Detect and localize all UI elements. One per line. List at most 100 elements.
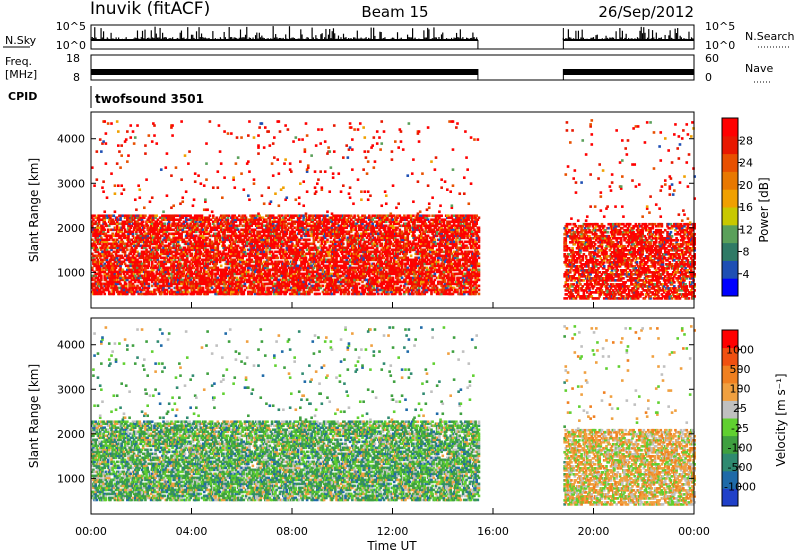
range-gate-cell [174, 218, 178, 222]
range-gate-cell [180, 278, 183, 282]
range-gate-cell [105, 264, 109, 268]
range-gate-cell [147, 226, 151, 230]
range-gate-cell [163, 228, 166, 232]
range-gate-cell [222, 224, 225, 228]
range-gate-cell [98, 252, 102, 256]
range-gate-cell [188, 218, 191, 222]
range-gate-cell [129, 262, 133, 266]
range-gate-cell [191, 286, 195, 290]
range-gate-cell [98, 214, 102, 218]
range-gate-cell [148, 252, 152, 256]
range-gate-cell [189, 268, 192, 272]
range-gate-cell [167, 274, 171, 278]
range-gate-cell [171, 290, 174, 294]
range-gate-cell [185, 214, 189, 218]
range-gate-cell [172, 268, 176, 272]
range-gate-cell [135, 246, 138, 250]
range-gate-cell [95, 272, 99, 276]
range-gate-cell [173, 250, 177, 254]
range-gate-cell [165, 288, 169, 292]
range-gate-cell [170, 262, 173, 266]
range-gate-cell [275, 216, 278, 220]
range-gate-cell [92, 218, 95, 222]
range-gate-cell [169, 248, 172, 252]
range-gate-cell [95, 246, 99, 250]
range-gate-cell [95, 238, 99, 242]
range-gate-cell [122, 286, 126, 290]
range-gate-cell [127, 254, 130, 258]
range-gate-cell [196, 218, 199, 222]
range-gate-cell [243, 248, 247, 252]
range-gate-cell [175, 268, 179, 272]
range-gate-cell [129, 252, 133, 256]
range-gate-cell [182, 238, 186, 242]
range-gate-cell [103, 220, 107, 224]
range-gate-cell [205, 242, 208, 246]
range-gate-cell [91, 274, 94, 278]
range-gate-cell [164, 226, 168, 230]
range-gate-cell [118, 292, 121, 296]
range-gate-cell [126, 272, 129, 276]
range-gate-cell [175, 250, 179, 254]
range-gate-cell [143, 262, 146, 266]
range-gate-cell [163, 292, 166, 296]
range-gate-cell [176, 228, 180, 232]
range-gate-cell [190, 262, 194, 266]
range-gate-cell [103, 248, 107, 252]
range-gate-cell [146, 270, 150, 274]
range-gate-cell [185, 252, 189, 256]
range-gate-cell [165, 214, 169, 218]
range-gate-cell [257, 252, 260, 256]
range-gate-cell [120, 238, 123, 242]
range-gate-cell [118, 286, 121, 290]
range-gate-cell [158, 254, 162, 258]
range-gate-cell [195, 286, 198, 290]
range-gate-cell [94, 274, 97, 278]
range-gate-cell [148, 242, 152, 246]
nsky-trace [90, 26, 695, 49]
range-gate-cell [195, 220, 198, 224]
range-gate-cell [189, 278, 192, 282]
range-gate-cell [158, 230, 162, 234]
range-gate-cell [191, 226, 195, 230]
range-gate-cell [185, 258, 189, 262]
range-gate-cell [185, 288, 189, 292]
range-gate-cell [237, 214, 241, 218]
range-gate-cell [135, 288, 138, 292]
range-gate-cell [112, 250, 116, 254]
range-gate-cell [96, 258, 100, 262]
range-gate-cell [173, 290, 177, 294]
range-gate-cell [285, 256, 289, 260]
range-gate-cell [130, 284, 134, 288]
range-gate-cell [110, 272, 113, 276]
range-gate-cell [97, 222, 101, 226]
range-gate-cell [172, 218, 176, 222]
range-gate-cell [167, 276, 171, 280]
range-gate-cell [172, 282, 176, 286]
range-gate-cell [163, 222, 166, 226]
range-gate-cell [107, 266, 111, 270]
range-gate-cell [179, 258, 182, 262]
nave-label: Nave [745, 62, 773, 75]
range-gate-cell [179, 228, 182, 232]
range-gate-cell [104, 278, 108, 282]
range-gate-cell [318, 292, 321, 296]
range-gate-cell [190, 254, 194, 258]
range-gate-cell [101, 268, 104, 272]
range-gate-cell [143, 288, 146, 292]
range-gate-cell [209, 290, 213, 294]
range-gate-cell [133, 268, 137, 272]
range-gate-cell [196, 264, 199, 268]
range-gate-cell [172, 262, 176, 266]
range-gate-cell [320, 280, 324, 284]
range-gate-cell [143, 226, 146, 230]
range-gate-cell [114, 232, 118, 236]
range-gate-cell [146, 288, 150, 292]
range-gate-cell [100, 246, 103, 250]
range-gate-cell [145, 258, 148, 262]
range-gate-cell [192, 292, 196, 296]
range-gate-cell [197, 262, 200, 266]
power-scatter [91, 119, 696, 300]
range-gate-cell [179, 288, 182, 292]
range-gate-cell [100, 236, 103, 240]
